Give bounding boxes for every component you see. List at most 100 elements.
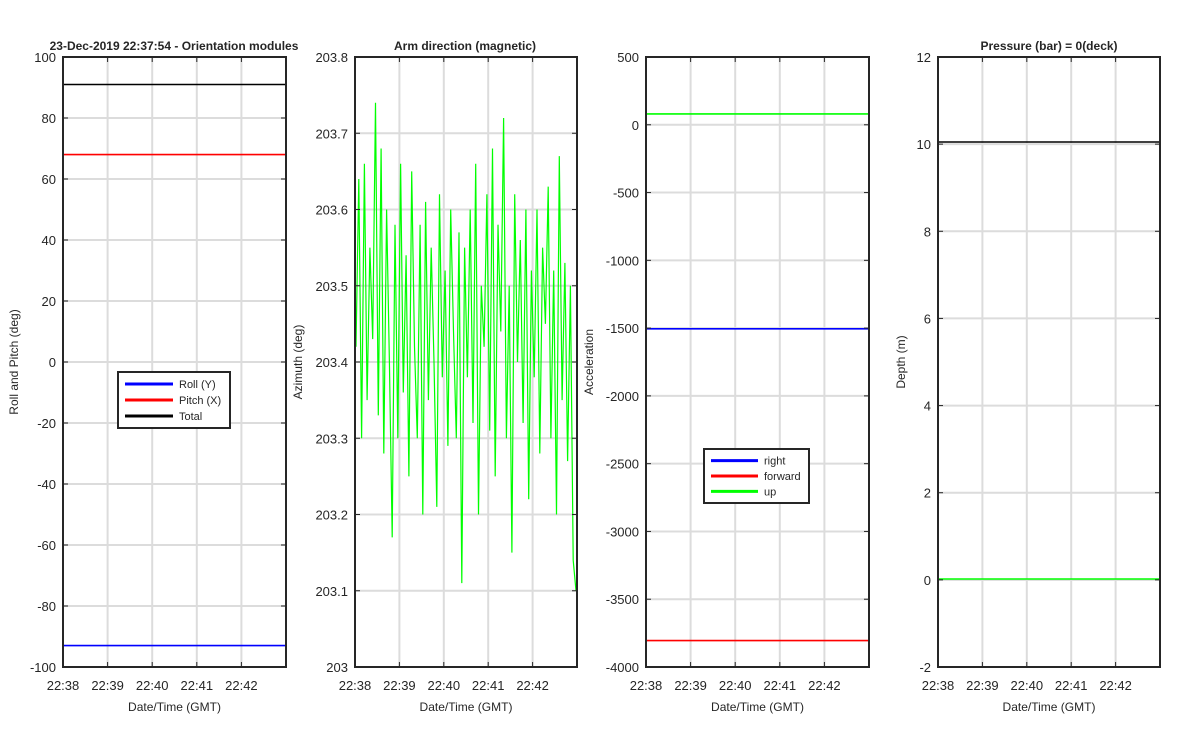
x-tick-label: 22:41 (181, 678, 214, 693)
axes-box (62, 56, 287, 668)
y-tick-label: -40 (37, 477, 56, 492)
y-tick-label: 60 (42, 172, 56, 187)
chart-title: Pressure (bar) = 0(deck) (980, 39, 1117, 53)
x-tick-label: 22:42 (1099, 678, 1132, 693)
y-tick-label: 80 (42, 111, 56, 126)
y-tick-label: 12 (917, 50, 931, 65)
x-tick-label: 22:40 (1011, 678, 1044, 693)
y-tick-label: 40 (42, 233, 56, 248)
x-axis-label: Date/Time (GMT) (1003, 700, 1096, 714)
series-lines (939, 141, 1159, 580)
x-axis-label: Date/Time (GMT) (128, 700, 221, 714)
series-lines (355, 102, 577, 591)
x-tick-label: 22:38 (630, 678, 663, 693)
chart-title: Arm direction (magnetic) (394, 39, 536, 53)
x-tick-label: 22:42 (225, 678, 258, 693)
x-tick-label: 22:42 (808, 678, 841, 693)
y-tick-label: -1000 (606, 253, 639, 268)
chart-title: 23-Dec-2019 22:37:54 - Orientation modul… (50, 39, 299, 53)
x-tick-label: 22:40 (428, 678, 461, 693)
x-tick-labels: 22:38 22:39 22:40 22:41 22:42 (630, 678, 841, 693)
x-tick-labels: 22:38 22:39 22:40 22:41 22:42 (922, 678, 1132, 693)
y-tick-label: -20 (37, 416, 56, 431)
y-tick-label: 10 (917, 137, 931, 152)
x-tick-label: 22:39 (91, 678, 124, 693)
axes-box (645, 56, 870, 668)
y-tick-label: 203.8 (315, 50, 348, 65)
y-axis-label: Depth (m) (894, 335, 908, 388)
y-tick-label: -100 (30, 660, 56, 675)
axes-frame (937, 56, 1161, 668)
y-tick-label: -2500 (606, 457, 639, 472)
y-tick-label: 203.7 (315, 126, 348, 141)
x-axis-label: Date/Time (GMT) (711, 700, 804, 714)
y-axis-label: Roll and Pitch (deg) (7, 309, 21, 414)
legend-label: Total (179, 411, 202, 423)
x-tick-label: 22:39 (674, 678, 707, 693)
x-tick-label: 22:39 (966, 678, 999, 693)
y-tick-label: -4000 (606, 660, 639, 675)
y-tick-label: 4 (924, 399, 931, 414)
x-tick-labels: 22:38 22:39 22:40 22:41 22:42 (47, 678, 258, 693)
series-lines (64, 83, 285, 647)
y-tick-label: -3000 (606, 524, 639, 539)
y-tick-label: -60 (37, 538, 56, 553)
y-tick-label: 0 (632, 118, 639, 133)
y-tick-labels: -100 -80 -60 -40 -20 0 20 40 60 80 100 (30, 50, 56, 675)
legend-label: up (764, 486, 776, 498)
x-tick-labels: 22:38 22:39 22:40 22:41 22:42 (339, 678, 549, 693)
x-tick-label: 22:39 (383, 678, 416, 693)
y-tick-label: 2 (924, 486, 931, 501)
x-tick-label: 22:41 (764, 678, 797, 693)
y-tick-label: 203.5 (315, 279, 348, 294)
y-tick-label: 203.3 (315, 431, 348, 446)
y-tick-label: 8 (924, 224, 931, 239)
y-tick-label: -80 (37, 599, 56, 614)
axes-frame (62, 56, 287, 668)
legend-label: forward (764, 471, 801, 483)
data-series-line (355, 102, 577, 591)
axes-frame (645, 56, 870, 668)
y-tick-label: 100 (34, 50, 56, 65)
pressure-depth-panel: -2 0 2 4 6 8 10 12 22:38 22:39 22:40 22:41 22:42 Pr… (894, 39, 1161, 714)
y-axis-label: Azimuth (deg) (291, 325, 305, 400)
y-tick-label: -2 (919, 660, 931, 675)
y-tick-label: -500 (613, 186, 639, 201)
y-tick-label: 500 (617, 50, 639, 65)
y-tick-label: 0 (924, 573, 931, 588)
y-tick-labels: 203 203.1 203.2 203.3 203.4 203.5 203.6 203.7 20… (315, 50, 348, 675)
y-tick-label: 20 (42, 294, 56, 309)
y-tick-label: 203.2 (315, 508, 348, 523)
y-tick-label: -2000 (606, 389, 639, 404)
x-tick-label: 22:38 (47, 678, 80, 693)
y-tick-label: 203 (326, 660, 348, 675)
y-tick-label: -1500 (606, 321, 639, 336)
legend-label: Roll (Y) (179, 379, 216, 391)
x-tick-label: 22:42 (516, 678, 549, 693)
legend-label: right (764, 456, 785, 468)
y-tick-label: -3500 (606, 592, 639, 607)
x-tick-label: 22:40 (719, 678, 752, 693)
series-lines (647, 113, 868, 642)
acceleration-panel: -4000 -3500 -3000 -2500 -2000 -1500 -1000 -500 0… (582, 50, 870, 714)
x-tick-label: 22:38 (922, 678, 955, 693)
y-tick-labels: -4000 -3500 -3000 -2500 -2000 -1500 -1000 -500 0… (606, 50, 639, 675)
legend-label: Pitch (X) (179, 395, 221, 407)
y-tick-label: 203.6 (315, 203, 348, 218)
x-tick-label: 22:41 (472, 678, 505, 693)
y-tick-label: 0 (49, 355, 56, 370)
legend: right forward up (703, 448, 810, 504)
axes-box (937, 56, 1161, 668)
axes-frame (354, 56, 578, 668)
axes-box (354, 56, 578, 668)
legend: Roll (Y) Pitch (X) Total (117, 371, 231, 429)
x-tick-label: 22:41 (1055, 678, 1088, 693)
y-tick-label: 203.1 (315, 584, 348, 599)
x-tick-label: 22:40 (136, 678, 169, 693)
y-tick-label: 203.4 (315, 355, 348, 370)
x-axis-label: Date/Time (GMT) (420, 700, 513, 714)
y-tick-label: 6 (924, 311, 931, 326)
y-axis-label: Acceleration (582, 329, 596, 395)
